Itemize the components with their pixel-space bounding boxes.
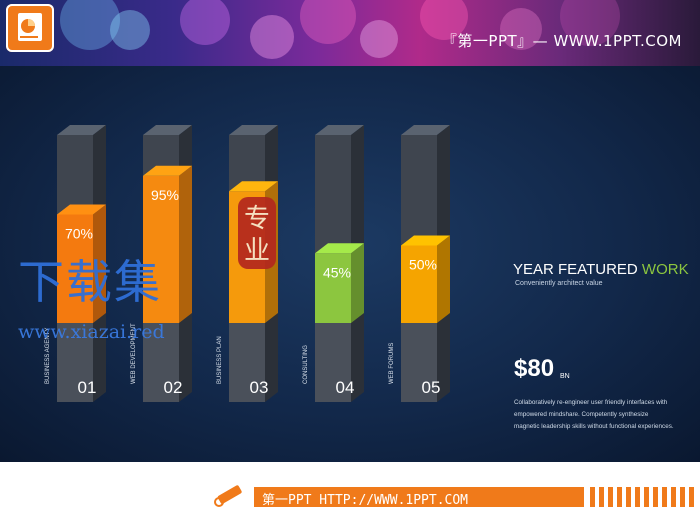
column-top: [57, 125, 106, 135]
column-base: [315, 323, 351, 402]
footer-bar: [254, 487, 584, 507]
column-top: [401, 125, 450, 135]
category-label: CONSULTING: [303, 345, 309, 384]
category-label: WEB FORUMS: [389, 343, 395, 384]
watermark-text: 下载集: [18, 255, 162, 309]
bokeh-light: [180, 0, 230, 45]
column-number: 04: [336, 378, 355, 397]
watermark-url: www.xiazai.red: [18, 321, 165, 343]
footer-text[interactable]: 第一PPT HTTP://WWW.1PPT.COM: [262, 493, 469, 508]
bokeh-light: [300, 0, 356, 44]
price-unit: BN: [560, 373, 570, 380]
column-base: [229, 323, 265, 402]
bokeh-light: [360, 20, 398, 58]
seal-glyph: 专 业: [244, 204, 270, 266]
bar-side: [351, 243, 364, 323]
bokeh-light: [60, 0, 120, 50]
footer: 第一PPT HTTP://WWW.1PPT.COM: [0, 462, 700, 525]
slide-body: 70% 01 BUSINESS AGENTY 95% 02 WEB DEVELOPMENT…: [0, 66, 700, 462]
data-label: 95%: [151, 187, 179, 203]
bar: [401, 245, 437, 323]
bar-top: [57, 204, 106, 215]
bar: [143, 175, 179, 323]
column-top: [143, 125, 192, 135]
column-top: [229, 125, 278, 135]
bar: [57, 214, 93, 323]
bokeh-light: [250, 15, 294, 59]
price-value: $80: [514, 355, 555, 382]
category-label: WEB DEVELOPMENT: [131, 323, 137, 384]
bar: [315, 253, 351, 323]
bar-top: [401, 235, 450, 246]
ppt-logo-icon: [18, 13, 42, 41]
column-number: 03: [250, 378, 269, 397]
bar-chart: 70% 01 BUSINESS AGENTY 95% 02 WEB DEVELOPMENT…: [45, 125, 450, 402]
seal-stamp: 专 业: [238, 197, 276, 269]
column-base: [401, 323, 437, 402]
bar-side: [93, 204, 106, 323]
footer-stripes: [590, 487, 694, 507]
bar-top: [143, 165, 192, 176]
side-subtitle: Conveniently architect value: [515, 280, 603, 287]
bokeh-light: [420, 0, 468, 40]
category-label: BUSINESS AGENTY: [45, 328, 51, 384]
bar-top: [229, 181, 278, 192]
column-base: [57, 323, 93, 402]
category-label: BUSINESS PLAN: [217, 336, 223, 384]
header-title: 『第一PPT』— WWW.1PPT.COM: [441, 32, 682, 50]
side-title: YEAR FEATURED WORK: [513, 261, 689, 278]
bokeh-light: [500, 8, 542, 50]
column-base: [143, 323, 179, 402]
svg-text:业: 业: [244, 236, 270, 266]
bar-top: [315, 243, 364, 254]
pencil-icon: [214, 485, 242, 507]
data-label: 45%: [323, 264, 351, 280]
bokeh-light: [560, 0, 620, 46]
data-label: 50%: [409, 257, 437, 273]
side-title-main: YEAR FEATURED: [513, 261, 642, 278]
side-description: Collaboratively re-engineer user friendl…: [514, 399, 674, 430]
bar-side: [437, 235, 450, 323]
bar-side: [179, 165, 192, 323]
header-banner: 『第一PPT』— WWW.1PPT.COM: [0, 0, 700, 66]
bokeh-light: [110, 10, 150, 50]
svg-text:专: 专: [244, 204, 270, 234]
ppt-logo: [6, 4, 54, 52]
column-number: 05: [422, 378, 441, 397]
column-top: [315, 125, 364, 135]
column-number: 02: [164, 378, 183, 397]
column-number: 01: [78, 378, 97, 397]
data-label: 70%: [65, 226, 93, 242]
side-title-accent: WORK: [641, 261, 689, 278]
